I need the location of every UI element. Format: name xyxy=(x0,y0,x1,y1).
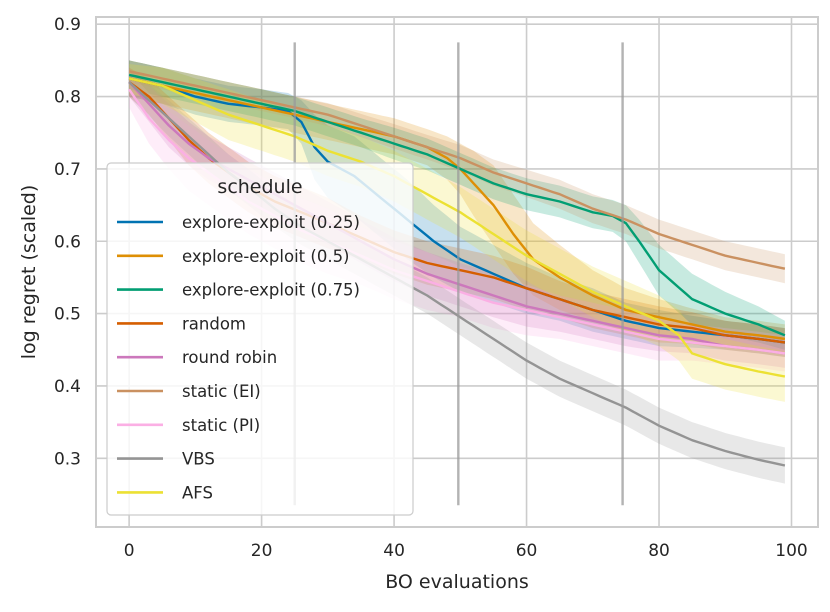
legend-label-explore-exploit-0-25: explore-exploit (0.25) xyxy=(182,213,360,232)
y-tick-label: 0.7 xyxy=(54,160,81,180)
legend-label-static-pi: static (PI) xyxy=(182,416,260,435)
x-ticks: 0 20 40 60 80 100 xyxy=(124,541,808,561)
legend-title: schedule xyxy=(217,176,302,198)
x-tick-label: 100 xyxy=(775,541,807,561)
legend: schedule explore-exploit (0.25) explore-e… xyxy=(106,162,414,516)
line-static-ei xyxy=(128,70,786,270)
y-tick-label: 0.6 xyxy=(54,232,81,252)
x-tick-label: 0 xyxy=(124,541,135,561)
y-tick-label: 0.3 xyxy=(54,449,81,469)
y-tick-label: 0.4 xyxy=(54,377,81,397)
band-explore-exploit-0-25 xyxy=(129,60,785,358)
y-tick-label: 0.9 xyxy=(54,15,81,35)
legend-label-static-ei: static (EI) xyxy=(182,382,261,401)
band-vbs xyxy=(129,67,785,484)
y-tick-label: 0.8 xyxy=(54,88,81,108)
y-tick-label: 0.5 xyxy=(54,305,81,325)
y-axis-label: log regret (scaled) xyxy=(18,185,40,360)
legend-label-random: random xyxy=(182,314,246,333)
line-explore-exploit-0-25 xyxy=(128,77,786,344)
x-tick-label: 40 xyxy=(383,541,405,561)
band-round-robin xyxy=(129,67,785,368)
band-afs xyxy=(129,64,785,402)
x-tick-label: 60 xyxy=(516,541,538,561)
line-afs xyxy=(128,77,786,378)
legend-label-afs: AFS xyxy=(182,483,213,502)
legend-box xyxy=(106,162,414,516)
line-explore-exploit-0-75 xyxy=(128,73,786,337)
x-axis-label: BO evaluations xyxy=(385,571,529,593)
y-ticks: 0.3 0.4 0.5 0.6 0.7 0.8 0.9 xyxy=(54,15,81,469)
legend-label-round-robin: round robin xyxy=(182,348,277,367)
x-tick-label: 80 xyxy=(648,541,670,561)
legend-label-explore-exploit-0-75: explore-exploit (0.75) xyxy=(182,281,360,300)
plot-frame xyxy=(95,16,819,528)
legend-label-explore-exploit-0-5: explore-exploit (0.5) xyxy=(182,247,350,266)
legend-label-vbs: VBS xyxy=(182,450,215,469)
x-tick-label: 20 xyxy=(251,541,273,561)
